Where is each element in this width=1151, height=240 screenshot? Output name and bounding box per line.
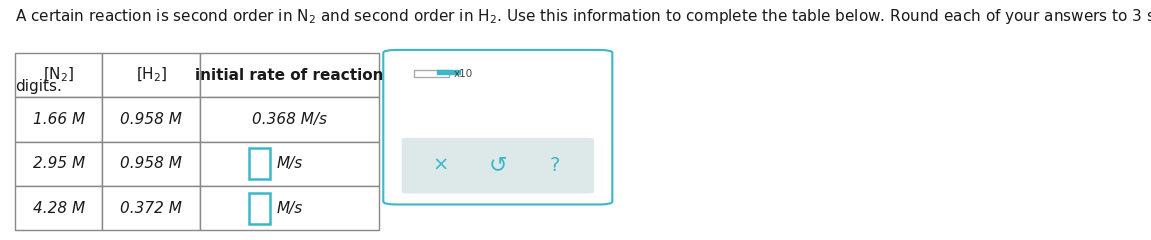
Text: M/s: M/s bbox=[276, 156, 303, 171]
FancyBboxPatch shape bbox=[383, 50, 612, 204]
Bar bbox=[15, 53, 102, 97]
Bar bbox=[437, 70, 460, 74]
Bar bbox=[102, 142, 200, 186]
Text: A certain reaction is second order in $\mathregular{N_2}$ and second order in $\: A certain reaction is second order in $\… bbox=[15, 7, 1151, 26]
Text: 0.958 M: 0.958 M bbox=[121, 156, 182, 171]
Bar bbox=[414, 70, 449, 77]
Text: x10: x10 bbox=[453, 69, 473, 79]
Bar bbox=[200, 142, 379, 186]
Text: 2.95 M: 2.95 M bbox=[32, 156, 85, 171]
Text: ?: ? bbox=[550, 156, 561, 175]
Text: 0.372 M: 0.372 M bbox=[121, 201, 182, 216]
Bar bbox=[102, 97, 200, 142]
Text: ↺: ↺ bbox=[488, 156, 508, 176]
Text: digits.: digits. bbox=[15, 79, 62, 94]
Text: M/s: M/s bbox=[276, 201, 303, 216]
Text: 0.368 M/s: 0.368 M/s bbox=[252, 112, 327, 127]
Text: 0.958 M: 0.958 M bbox=[121, 112, 182, 127]
FancyBboxPatch shape bbox=[402, 138, 594, 193]
Bar bbox=[200, 53, 379, 97]
Text: 4.28 M: 4.28 M bbox=[32, 201, 85, 216]
Bar bbox=[200, 186, 379, 230]
Text: 1.66 M: 1.66 M bbox=[32, 112, 85, 127]
Bar bbox=[102, 53, 200, 97]
Bar bbox=[200, 97, 379, 142]
Bar bbox=[249, 192, 269, 224]
Bar bbox=[15, 97, 102, 142]
Text: initial rate of reaction: initial rate of reaction bbox=[196, 67, 383, 83]
Text: $\mathregular{[H_2]}$: $\mathregular{[H_2]}$ bbox=[136, 66, 167, 84]
Text: $\mathregular{[N_2]}$: $\mathregular{[N_2]}$ bbox=[43, 66, 75, 84]
Bar bbox=[102, 186, 200, 230]
Bar bbox=[15, 186, 102, 230]
Text: ×: × bbox=[433, 156, 449, 175]
Bar bbox=[15, 142, 102, 186]
Bar bbox=[249, 148, 269, 180]
